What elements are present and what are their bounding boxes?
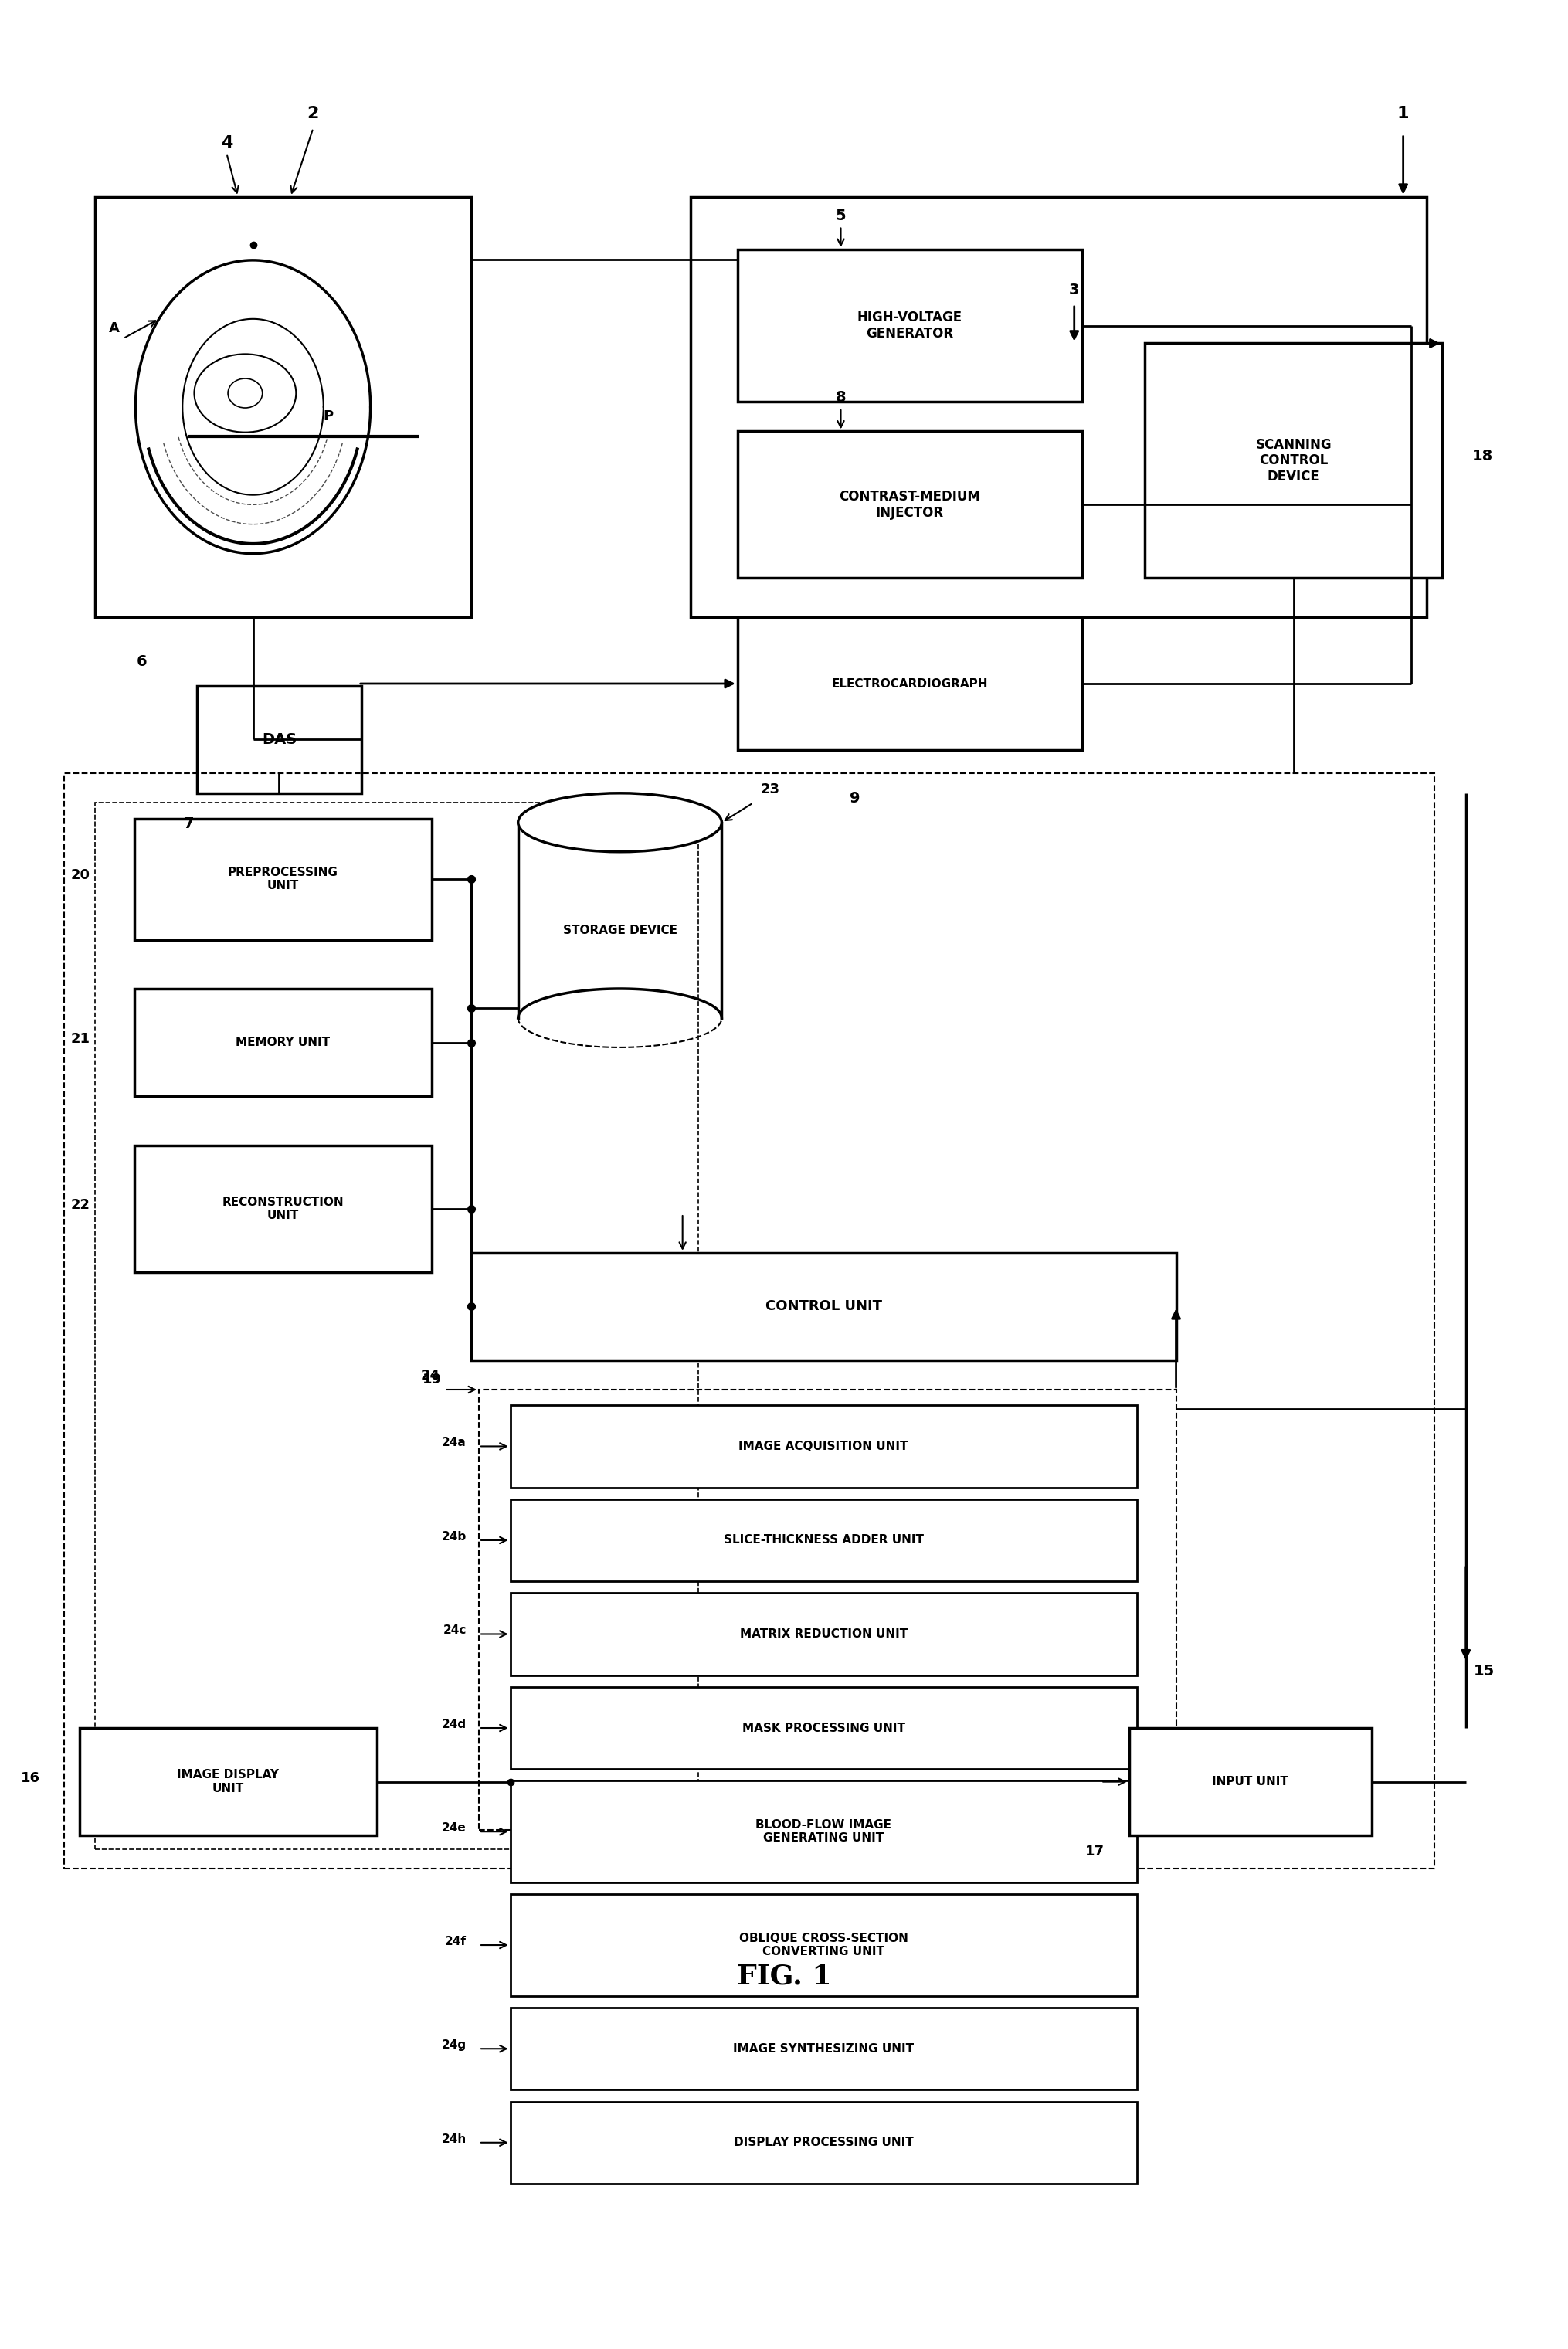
Text: 24h: 24h: [441, 2133, 466, 2145]
FancyBboxPatch shape: [510, 1405, 1137, 1487]
Text: BLOOD-FLOW IMAGE
GENERATING UNIT: BLOOD-FLOW IMAGE GENERATING UNIT: [756, 1818, 891, 1844]
Text: 19: 19: [422, 1372, 441, 1386]
Text: SCANNING
CONTROL
DEVICE: SCANNING CONTROL DEVICE: [1254, 437, 1331, 484]
Text: MASK PROCESSING UNIT: MASK PROCESSING UNIT: [742, 1722, 905, 1734]
Text: STORAGE DEVICE: STORAGE DEVICE: [563, 923, 677, 935]
FancyBboxPatch shape: [198, 686, 361, 794]
Text: 3: 3: [1068, 282, 1079, 298]
Text: 24b: 24b: [441, 1532, 466, 1543]
FancyBboxPatch shape: [1129, 1729, 1370, 1835]
Text: HIGH-VOLTAGE
GENERATOR: HIGH-VOLTAGE GENERATOR: [856, 310, 961, 341]
Text: 1: 1: [1397, 106, 1408, 122]
Text: CONTRAST-MEDIUM
INJECTOR: CONTRAST-MEDIUM INJECTOR: [839, 489, 980, 519]
Text: 24c: 24c: [442, 1626, 466, 1637]
Text: IMAGE SYNTHESIZING UNIT: IMAGE SYNTHESIZING UNIT: [732, 2044, 914, 2055]
Text: 24e: 24e: [442, 1823, 466, 1835]
Text: 7: 7: [183, 817, 194, 832]
Text: RECONSTRUCTION
UNIT: RECONSTRUCTION UNIT: [223, 1196, 343, 1221]
FancyBboxPatch shape: [80, 1729, 376, 1835]
Text: IMAGE DISPLAY
UNIT: IMAGE DISPLAY UNIT: [177, 1769, 279, 1795]
Text: 21: 21: [71, 1031, 91, 1045]
Text: 17: 17: [1085, 1844, 1104, 1858]
Text: MATRIX REDUCTION UNIT: MATRIX REDUCTION UNIT: [739, 1628, 906, 1640]
Ellipse shape: [517, 794, 721, 853]
Text: 18: 18: [1471, 449, 1493, 463]
FancyBboxPatch shape: [737, 618, 1082, 749]
FancyBboxPatch shape: [1145, 343, 1441, 578]
Text: 2: 2: [307, 106, 318, 122]
FancyBboxPatch shape: [96, 197, 470, 618]
FancyBboxPatch shape: [470, 1252, 1176, 1360]
FancyBboxPatch shape: [510, 1499, 1137, 1581]
Text: PREPROCESSING
UNIT: PREPROCESSING UNIT: [227, 867, 339, 893]
Text: A: A: [108, 322, 119, 336]
FancyBboxPatch shape: [510, 2008, 1137, 2091]
Text: 4: 4: [221, 136, 232, 150]
Text: IMAGE ACQUISITION UNIT: IMAGE ACQUISITION UNIT: [739, 1440, 908, 1452]
FancyBboxPatch shape: [690, 197, 1425, 618]
Text: 24g: 24g: [441, 2039, 466, 2051]
Text: 8: 8: [836, 390, 845, 404]
Text: P: P: [323, 409, 332, 423]
Text: OBLIQUE CROSS-SECTION
CONVERTING UNIT: OBLIQUE CROSS-SECTION CONVERTING UNIT: [739, 1933, 908, 1957]
FancyBboxPatch shape: [135, 1146, 431, 1273]
FancyBboxPatch shape: [510, 1593, 1137, 1675]
Text: CONTROL UNIT: CONTROL UNIT: [765, 1299, 881, 1313]
Text: 6: 6: [136, 655, 147, 669]
Ellipse shape: [227, 378, 262, 409]
FancyBboxPatch shape: [135, 989, 431, 1097]
FancyBboxPatch shape: [510, 2102, 1137, 2185]
FancyBboxPatch shape: [737, 249, 1082, 402]
Text: 24: 24: [420, 1369, 439, 1384]
Text: 16: 16: [20, 1771, 41, 1785]
Text: MEMORY UNIT: MEMORY UNIT: [235, 1036, 331, 1048]
FancyBboxPatch shape: [135, 817, 431, 940]
Text: 24f: 24f: [444, 1936, 466, 1947]
FancyBboxPatch shape: [510, 1687, 1137, 1769]
Text: 22: 22: [71, 1198, 91, 1212]
Text: 9: 9: [850, 792, 859, 806]
Text: 15: 15: [1472, 1663, 1494, 1680]
Text: SLICE-THICKNESS ADDER UNIT: SLICE-THICKNESS ADDER UNIT: [723, 1534, 924, 1546]
Text: FIG. 1: FIG. 1: [737, 1964, 831, 1990]
Text: DAS: DAS: [262, 733, 296, 747]
Text: 23: 23: [760, 782, 779, 796]
Ellipse shape: [194, 355, 296, 432]
FancyBboxPatch shape: [737, 432, 1082, 578]
Text: 24d: 24d: [441, 1719, 466, 1731]
Text: ELECTROCARDIOGRAPH: ELECTROCARDIOGRAPH: [831, 679, 988, 688]
Text: 5: 5: [836, 209, 845, 223]
FancyBboxPatch shape: [510, 1781, 1137, 1882]
FancyBboxPatch shape: [510, 1893, 1137, 1997]
Text: DISPLAY PROCESSING UNIT: DISPLAY PROCESSING UNIT: [734, 2138, 913, 2149]
Text: 24a: 24a: [442, 1438, 466, 1449]
Text: INPUT UNIT: INPUT UNIT: [1212, 1776, 1287, 1788]
Text: 20: 20: [71, 869, 91, 883]
